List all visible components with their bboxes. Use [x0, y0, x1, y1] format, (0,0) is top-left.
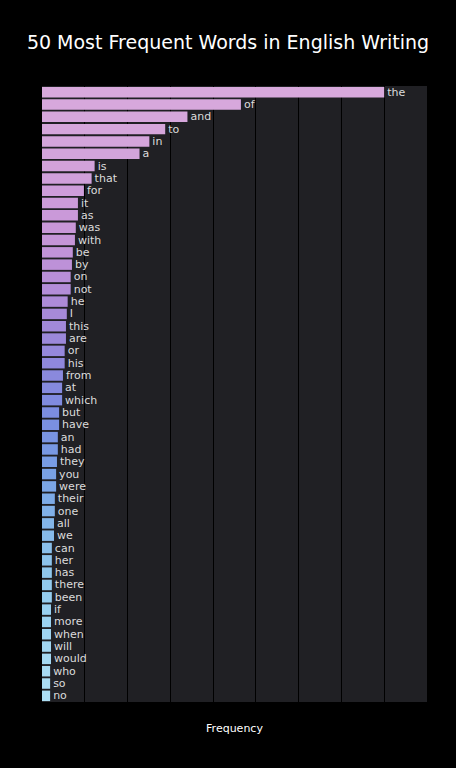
svg-text:if: if	[54, 603, 62, 616]
svg-text:been: been	[55, 591, 83, 604]
svg-text:of: of	[244, 98, 256, 111]
svg-text:can: can	[55, 542, 75, 555]
svg-text:to: to	[168, 123, 179, 136]
svg-text:that: that	[95, 172, 118, 185]
svg-text:would: would	[54, 652, 87, 665]
svg-text:for: for	[87, 184, 103, 197]
svg-text:have: have	[62, 418, 89, 431]
svg-text:a: a	[143, 147, 150, 160]
svg-text:when: when	[54, 628, 84, 641]
svg-text:who: who	[53, 665, 76, 678]
svg-text:her: her	[55, 554, 74, 567]
svg-text:at: at	[65, 381, 77, 394]
svg-text:it: it	[81, 197, 89, 210]
svg-text:his: his	[68, 357, 84, 370]
svg-text:were: were	[59, 480, 86, 493]
svg-text:has: has	[55, 566, 75, 579]
svg-text:with: with	[78, 234, 101, 247]
svg-text:or: or	[68, 344, 80, 357]
svg-text:an: an	[61, 431, 75, 444]
svg-text:not: not	[74, 283, 93, 296]
svg-text:they: they	[60, 455, 85, 468]
svg-text:we: we	[57, 529, 73, 542]
svg-text:is: is	[98, 160, 107, 173]
svg-text:from: from	[66, 369, 92, 382]
svg-text:you: you	[59, 468, 79, 481]
svg-text:Frequency: Frequency	[206, 722, 263, 735]
svg-text:50 Most Frequent Words in Engl: 50 Most Frequent Words in English Writin…	[27, 31, 429, 53]
svg-text:was: was	[79, 221, 101, 234]
svg-text:one: one	[58, 505, 79, 518]
svg-text:more: more	[54, 615, 83, 628]
svg-text:as: as	[81, 209, 94, 222]
svg-text:all: all	[57, 517, 70, 530]
svg-text:which: which	[65, 394, 97, 407]
svg-text:and: and	[190, 110, 211, 123]
svg-text:the: the	[387, 86, 405, 99]
svg-text:he: he	[71, 295, 85, 308]
svg-text:there: there	[55, 578, 84, 591]
svg-text:no: no	[53, 689, 67, 702]
svg-text:be: be	[76, 246, 90, 259]
svg-text:will: will	[54, 640, 72, 653]
svg-text:I: I	[70, 307, 73, 320]
svg-text:this: this	[69, 320, 89, 333]
svg-text:but: but	[62, 406, 81, 419]
svg-text:their: their	[58, 492, 84, 505]
svg-text:in: in	[152, 135, 162, 148]
svg-text:are: are	[69, 332, 87, 345]
svg-text:by: by	[75, 258, 89, 271]
svg-text:on: on	[74, 270, 88, 283]
svg-text:so: so	[53, 677, 66, 690]
svg-text:had: had	[61, 443, 82, 456]
